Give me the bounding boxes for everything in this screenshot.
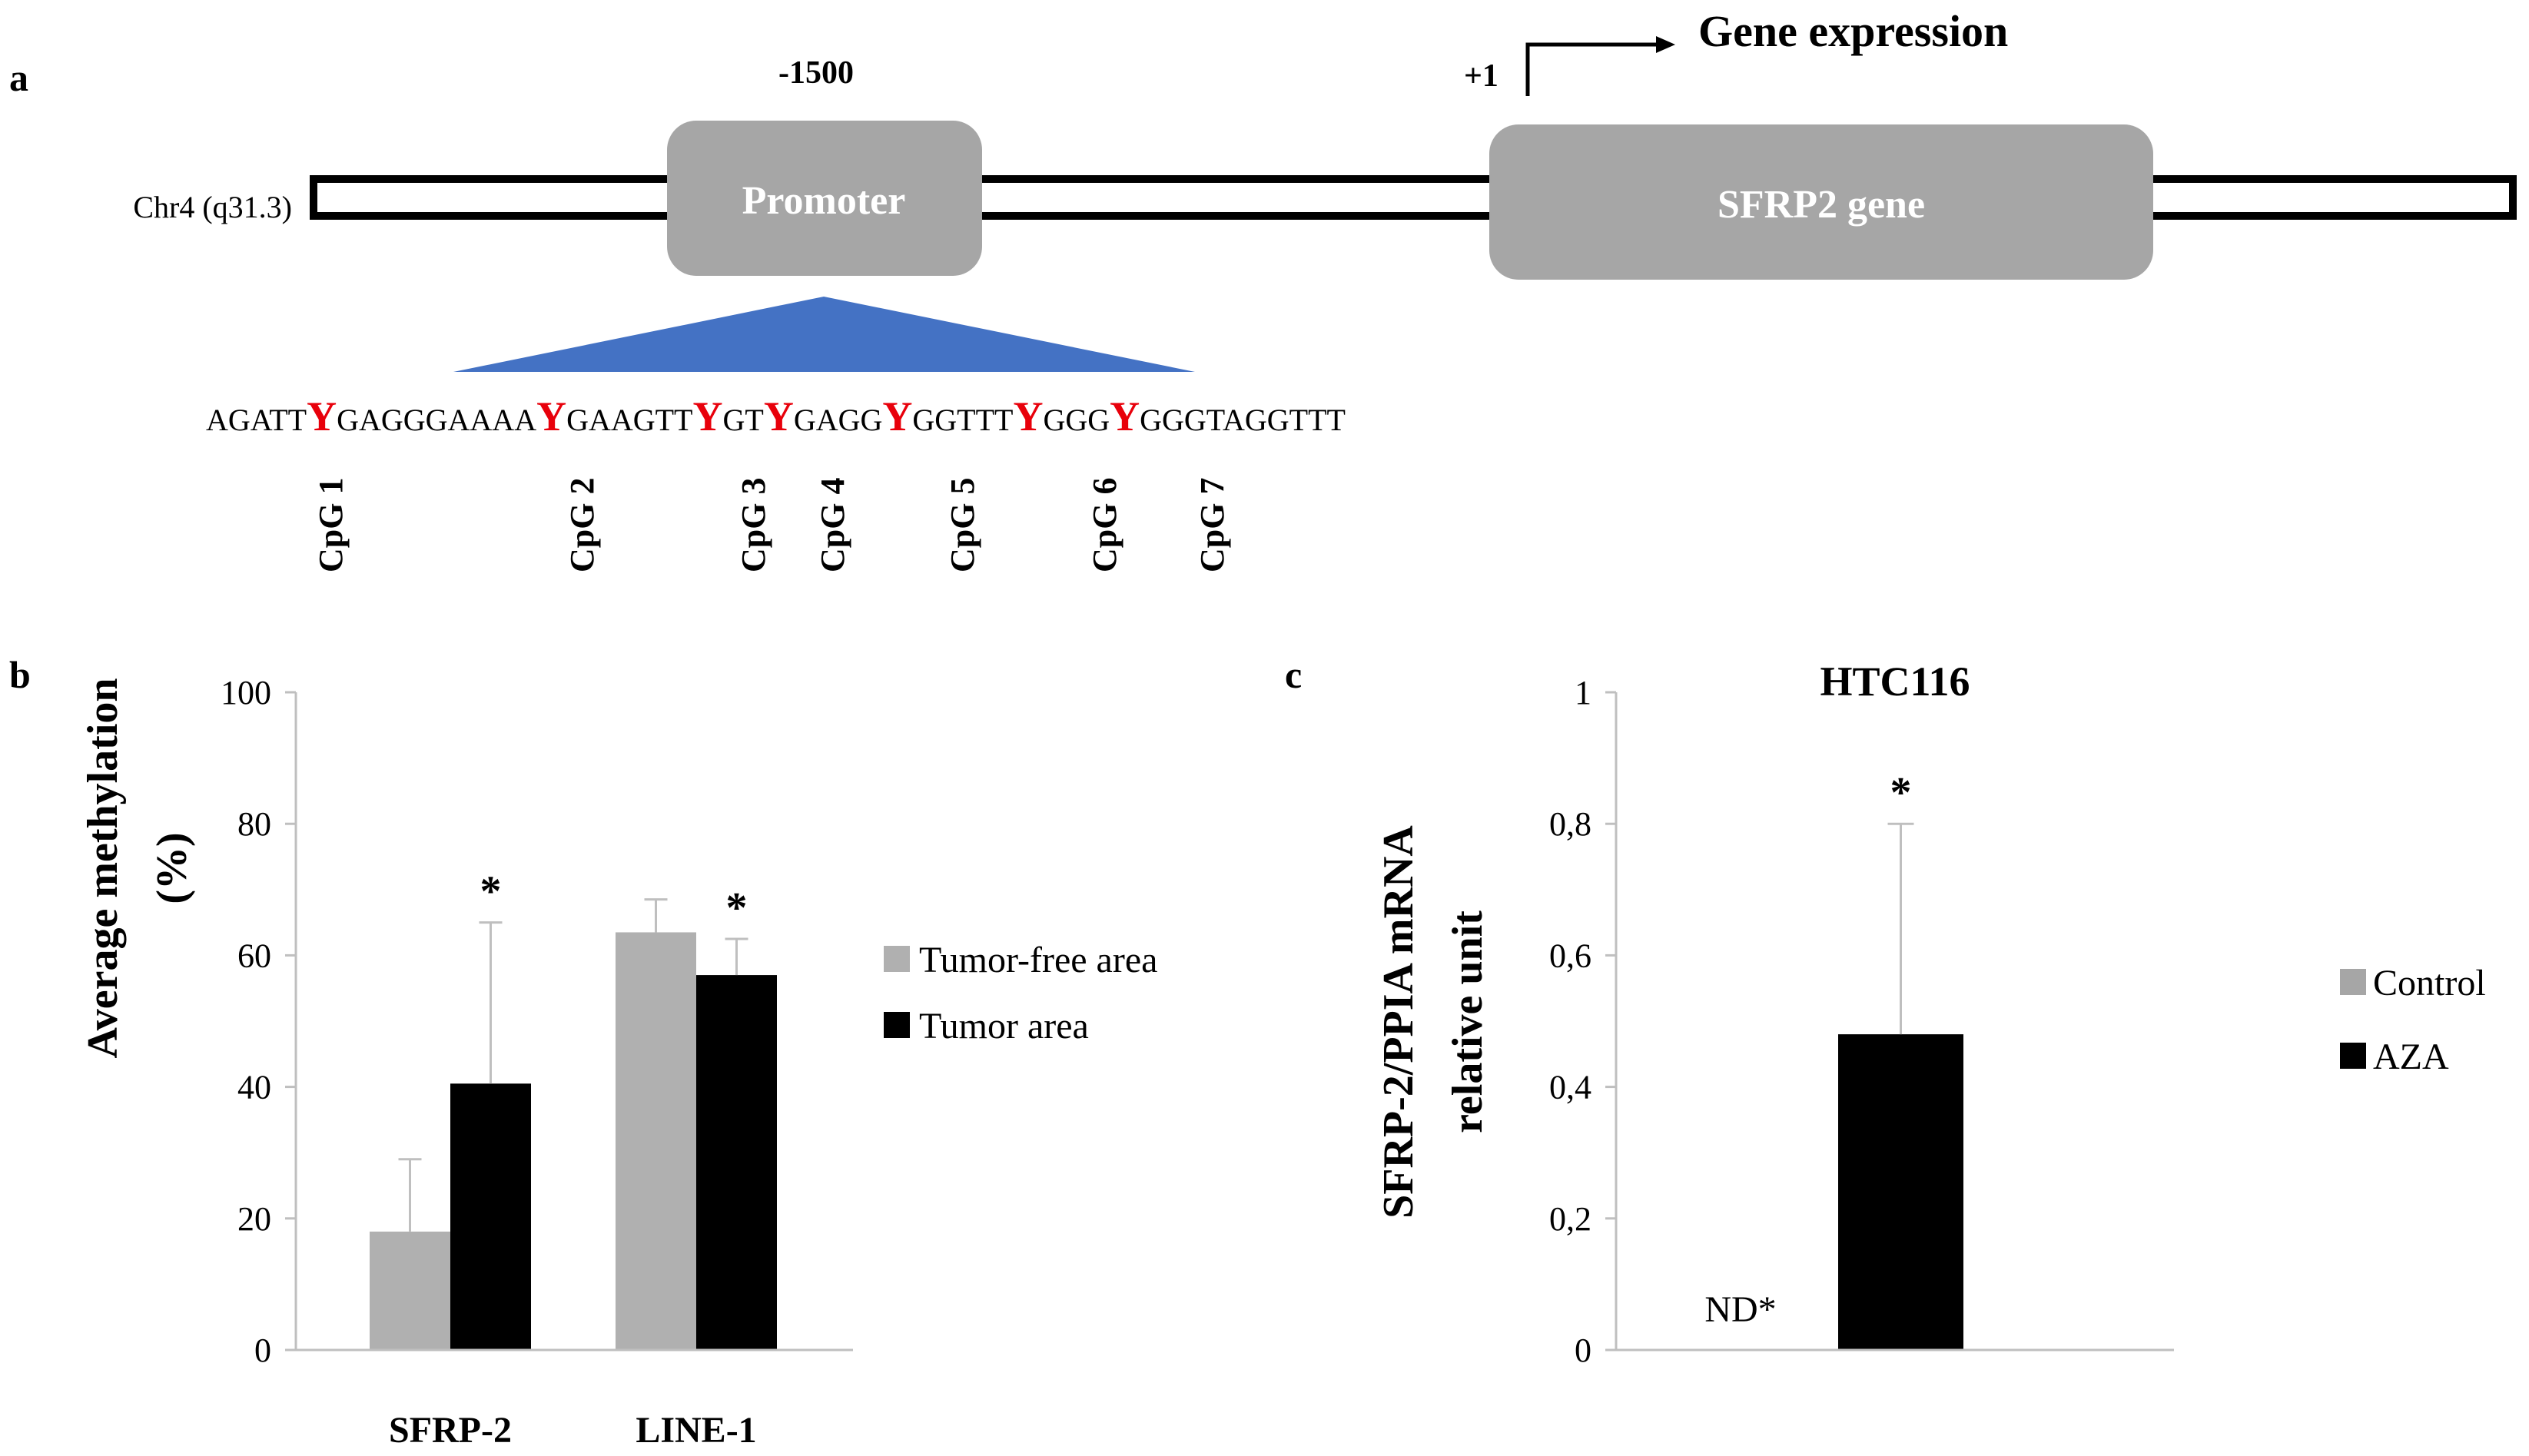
panel-a-label: a <box>9 56 28 99</box>
legend: Tumor-free area Tumor area <box>884 940 1157 1046</box>
y-tick-label: 20 <box>237 1200 271 1238</box>
y-tick-label: 60 <box>237 937 271 974</box>
plot-area: 0 0,2 0,4 0,6 0,8 1 ND* * <box>1549 674 2174 1369</box>
y-axis-title: SFRP-2/PPIA mRNA relative unit <box>1375 825 1492 1219</box>
seq-segment: GT <box>723 403 764 437</box>
plot-area: 0 20 40 60 80 100 * SFRP-2 * LINE-1 <box>221 674 853 1451</box>
cpg-sequence: AGATTYGAGGGAAAAYGAAGTTYGTYGAGGYGGTTTYGGG… <box>206 393 1346 439</box>
y-axis-title: Average methylation (%) <box>79 678 196 1058</box>
cpg-3-marker: Y <box>693 393 723 439</box>
significance-marker: * <box>1890 769 1912 817</box>
y-tick-label: 0,2 <box>1549 1200 1591 1238</box>
legend-swatch <box>2340 969 2366 995</box>
y-tick-label: 100 <box>221 674 271 711</box>
cpg-label-6: CpG 6 <box>1086 478 1123 572</box>
y-axis-title-line2: (%) <box>148 832 196 904</box>
cpg-6-marker: Y <box>1013 393 1043 439</box>
y-tick-label: 40 <box>237 1069 271 1106</box>
seq-segment: GGG <box>1043 403 1110 437</box>
legend-entry: Tumor area <box>919 1006 1089 1046</box>
cpg-label-4: CpG 4 <box>814 478 851 572</box>
y-tick-label: 0,8 <box>1549 805 1591 843</box>
y-tick-label: 0 <box>254 1332 271 1369</box>
tss-arrow-icon <box>1525 42 1656 96</box>
legend: Control AZA <box>2340 963 2486 1077</box>
legend-swatch <box>884 946 910 972</box>
promoter-box <box>667 121 982 276</box>
sfrp2-gene-label: SFRP2 gene <box>1718 183 1925 227</box>
panel-b-methylation-chart: b Average methylation (%) 0 20 40 60 80 100 * S… <box>9 653 1157 1451</box>
panel-a-gene-diagram: a Chr4 (q31.3) Promoter -1500 SFRP2 gene… <box>9 6 2517 572</box>
seq-segment: GAAGTT <box>566 403 692 437</box>
significance-marker: * <box>480 868 502 916</box>
y-axis-title-line1: SFRP-2/PPIA mRNA <box>1375 825 1422 1219</box>
bar-tumor <box>450 1083 531 1350</box>
y-tick-label: 80 <box>237 805 271 843</box>
cpg-2-marker: Y <box>536 393 566 439</box>
seq-segment: GGGTAGGTTT <box>1140 403 1346 437</box>
gene-expression-label: Gene expression <box>1698 6 2008 56</box>
tss-arrowhead-icon <box>1656 36 1675 53</box>
legend-entry: AZA <box>2373 1036 2449 1077</box>
seq-segment: GGTTT <box>912 403 1013 437</box>
bar-tumor-free <box>616 932 696 1350</box>
bar-tumor-free <box>370 1231 450 1350</box>
legend-swatch <box>884 1012 910 1038</box>
cpg-label-3: CpG 3 <box>735 478 772 572</box>
seq-segment: AGATT <box>206 403 307 437</box>
panel-c-label: c <box>1285 653 1302 696</box>
x-tick-label: LINE-1 <box>636 1410 756 1451</box>
chart-title: HTC116 <box>1820 658 1970 705</box>
legend-entry: Tumor-free area <box>919 940 1157 980</box>
cpg-1-marker: Y <box>307 393 337 439</box>
control-not-detected-label: ND* <box>1704 1289 1776 1330</box>
seq-segment: GAGG <box>794 403 883 437</box>
bar-tumor <box>696 975 777 1350</box>
y-tick-label: 0,4 <box>1549 1069 1591 1106</box>
promoter-label: Promoter <box>742 179 906 223</box>
cpg-label-5: CpG 5 <box>944 478 981 572</box>
panel-c-mrna-chart: c HTC116 SFRP-2/PPIA mRNA relative unit … <box>1285 653 2486 1369</box>
panel-b-label: b <box>9 653 31 696</box>
y-tick-label: 0,6 <box>1549 937 1591 974</box>
y-axis-title-line1: Average methylation <box>79 678 127 1058</box>
cpg-7-marker: Y <box>1110 393 1140 439</box>
seq-segment: GAGGGAAAA <box>337 403 536 437</box>
x-tick-label: SFRP-2 <box>389 1410 512 1451</box>
y-tick-label: 1 <box>1575 674 1591 711</box>
legend-entry: Control <box>2373 963 2486 1003</box>
promoter-zoom-triangle <box>453 297 1195 372</box>
bar-aza <box>1838 1034 1963 1350</box>
cpg-label-1: CpG 1 <box>312 478 350 572</box>
chromosome-bar <box>310 175 2517 220</box>
significance-marker: * <box>726 884 748 932</box>
sfrp2-gene-box <box>1489 124 2153 280</box>
y-tick-label: 0 <box>1575 1332 1591 1369</box>
cpg-label-7: CpG 7 <box>1193 478 1231 572</box>
chromosome-label: Chr4 (q31.3) <box>133 190 292 224</box>
cpg-label-2: CpG 2 <box>563 478 601 572</box>
legend-swatch <box>2340 1043 2366 1069</box>
cpg-4-marker: Y <box>764 393 794 439</box>
tss-label: +1 <box>1464 58 1498 94</box>
promoter-position: -1500 <box>778 55 854 91</box>
cpg-5-marker: Y <box>882 393 912 439</box>
y-axis-title-line2: relative unit <box>1444 910 1492 1133</box>
cpg-labels: CpG 1 CpG 2 CpG 3 CpG 4 CpG 5 CpG 6 CpG … <box>312 478 1231 572</box>
